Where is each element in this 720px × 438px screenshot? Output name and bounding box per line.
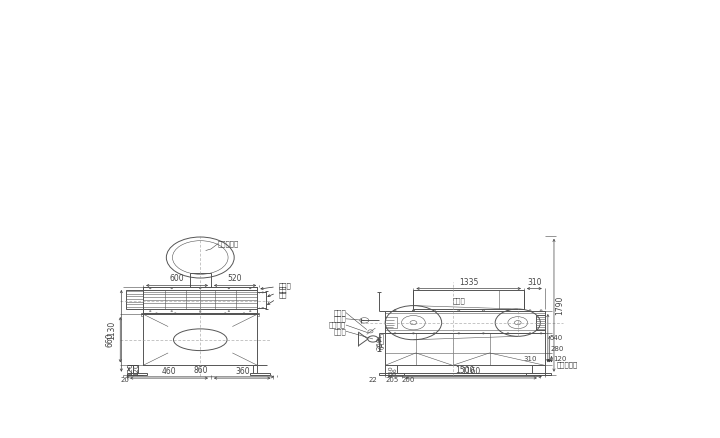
Bar <box>379 333 383 344</box>
Bar <box>385 311 545 333</box>
Text: 吸入消音器: 吸入消音器 <box>218 240 239 247</box>
Text: 460: 460 <box>162 367 176 376</box>
Bar <box>133 365 138 373</box>
Text: 600: 600 <box>170 275 184 283</box>
Text: 260: 260 <box>377 337 382 350</box>
Bar <box>413 290 524 310</box>
Text: 皮带罩: 皮带罩 <box>452 297 465 304</box>
Text: 205: 205 <box>385 377 399 383</box>
Text: 1160: 1160 <box>462 367 481 376</box>
Text: 540: 540 <box>549 335 562 341</box>
Text: 1130: 1130 <box>107 321 116 340</box>
Text: 120: 120 <box>553 356 566 362</box>
Bar <box>385 333 545 365</box>
Text: 油标: 油标 <box>268 287 287 297</box>
Bar <box>143 287 258 290</box>
Text: 310: 310 <box>527 278 541 286</box>
Text: 120: 120 <box>133 363 139 376</box>
Text: 360: 360 <box>235 367 250 376</box>
Bar <box>526 373 551 374</box>
Text: 排气体: 排气体 <box>261 282 292 290</box>
Text: 310: 310 <box>523 356 537 362</box>
Text: 150: 150 <box>388 365 393 377</box>
Bar <box>141 313 143 316</box>
Bar <box>190 273 211 287</box>
Bar <box>536 315 545 330</box>
Bar <box>385 330 545 333</box>
Text: 1500: 1500 <box>455 366 474 375</box>
Bar <box>385 311 545 313</box>
Text: 压力表: 压力表 <box>333 315 346 322</box>
Text: 22: 22 <box>369 377 377 383</box>
Bar <box>385 317 397 328</box>
Bar <box>143 310 258 313</box>
Bar <box>143 287 258 313</box>
Text: 280: 280 <box>551 346 564 352</box>
Bar <box>253 365 258 373</box>
Bar <box>126 290 143 310</box>
Text: 660: 660 <box>106 332 114 347</box>
Text: 16: 16 <box>392 367 397 374</box>
Bar <box>385 373 545 374</box>
Bar <box>379 373 404 374</box>
Bar <box>127 373 147 374</box>
Bar <box>143 314 258 365</box>
Text: 520: 520 <box>228 275 243 283</box>
Text: 120: 120 <box>127 363 133 376</box>
Text: 单向阀: 单向阀 <box>333 328 346 335</box>
Bar <box>251 373 270 374</box>
Text: 860: 860 <box>193 366 207 375</box>
Text: 20: 20 <box>121 377 130 383</box>
Text: 1790: 1790 <box>555 296 564 315</box>
Text: 丝端: 丝端 <box>268 291 287 304</box>
Text: 安全阀: 安全阀 <box>333 309 346 316</box>
Bar <box>385 365 397 373</box>
Text: 1335: 1335 <box>459 278 478 286</box>
Text: 200: 200 <box>402 377 415 383</box>
Text: 排出消声器: 排出消声器 <box>547 359 578 368</box>
Bar <box>533 365 545 373</box>
Bar <box>258 313 259 316</box>
Text: 弹性接头: 弹性接头 <box>329 321 346 328</box>
